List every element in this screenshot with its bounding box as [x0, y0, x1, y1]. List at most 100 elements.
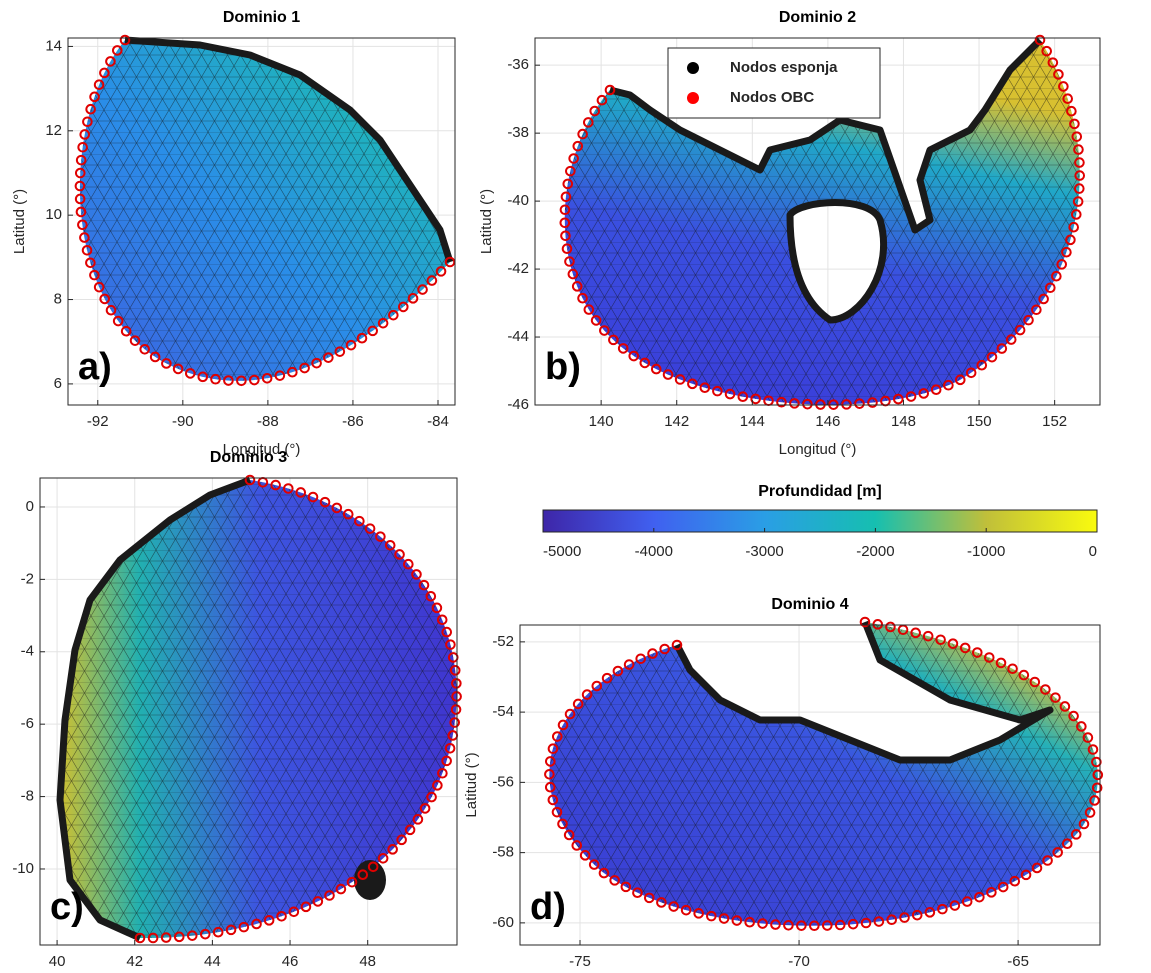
- obc-node: [706, 910, 717, 922]
- panel-label: a): [78, 346, 112, 388]
- obc-node: [1051, 270, 1062, 282]
- obc-node: [544, 769, 555, 780]
- x-tick-label: 42: [126, 953, 143, 970]
- obc-node: [841, 399, 852, 410]
- obc-node: [650, 363, 662, 375]
- obc-node: [79, 129, 91, 140]
- obc-node: [954, 374, 966, 386]
- obc-node: [99, 67, 110, 79]
- obc-node: [299, 362, 310, 374]
- obc-node: [149, 351, 161, 363]
- obc-node: [599, 325, 610, 336]
- obc-node: [431, 602, 443, 614]
- obc-node: [111, 45, 123, 56]
- obc-node: [1020, 869, 1032, 881]
- coastline: [673, 620, 1054, 764]
- axes-box: [534, 37, 1101, 406]
- panel-title: Dominio 4: [771, 596, 848, 613]
- obc-node: [75, 206, 87, 218]
- obc-node: [560, 230, 571, 242]
- y-tick-label: 10: [45, 206, 62, 223]
- x-tick-label: 44: [204, 953, 221, 970]
- obc-node: [249, 374, 260, 386]
- obc-node: [596, 94, 608, 106]
- obc-node: [450, 704, 462, 715]
- obc-node: [74, 180, 86, 192]
- obc-node: [796, 920, 807, 931]
- obc-node: [161, 358, 172, 369]
- obc-node: [1047, 57, 1059, 68]
- x-tick-label: -90: [172, 413, 194, 430]
- obc-node: [644, 892, 655, 904]
- obc-node: [396, 834, 407, 846]
- axes-box: [67, 37, 456, 406]
- y-tick-label: -6: [21, 715, 34, 732]
- obc-node: [403, 558, 414, 570]
- obc-node: [699, 382, 711, 394]
- obc-node: [79, 232, 90, 243]
- obc-node: [579, 850, 591, 861]
- obc-node: [859, 616, 871, 628]
- obc-node: [922, 630, 934, 642]
- obc-node: [1038, 293, 1049, 305]
- obc-node: [1018, 669, 1030, 681]
- obc-node: [1073, 183, 1085, 194]
- obc-node: [319, 496, 331, 508]
- obc-node: [129, 335, 141, 346]
- obc-node: [918, 388, 930, 399]
- obc-node: [418, 579, 430, 591]
- obc-node: [561, 243, 573, 255]
- obc-node: [1062, 93, 1074, 105]
- obc-node: [364, 523, 376, 534]
- x-tick-label: -65: [1007, 953, 1029, 970]
- obc-node: [588, 859, 600, 870]
- x-tick-label: 152: [1042, 413, 1067, 430]
- obc-node: [974, 891, 985, 903]
- obc-node: [1031, 304, 1042, 316]
- obc-node: [377, 853, 389, 864]
- obc-node: [635, 653, 647, 665]
- axes: Dominio 1 Longitud (°) Latitud (°) -92 -90 -8…: [11, 9, 1104, 970]
- obc-node: [77, 219, 88, 231]
- obc-node: [712, 385, 723, 397]
- obc-node: [789, 398, 800, 409]
- y-tick-label: -52: [492, 633, 514, 650]
- x-tick-label: 142: [664, 413, 689, 430]
- obc-node: [617, 343, 629, 354]
- obc-node: [601, 672, 613, 684]
- obc-node: [441, 755, 452, 767]
- obc-node: [544, 781, 556, 793]
- y-tick-label: -42: [507, 260, 529, 277]
- obc-node: [1052, 847, 1064, 858]
- colorbar: [542, 509, 1098, 533]
- obc-node: [997, 881, 1009, 893]
- obc-node: [436, 614, 448, 626]
- colorbar-tick-label: -5000: [543, 543, 581, 560]
- obc-node: [571, 840, 583, 851]
- obc-node: [961, 896, 973, 907]
- obc-node: [905, 391, 917, 402]
- y-tick-label: -36: [507, 56, 529, 73]
- colorbar-tick-label: -4000: [635, 543, 673, 560]
- obc-node: [986, 351, 998, 363]
- obc-node: [300, 901, 312, 913]
- obc-node: [647, 648, 658, 659]
- obc-node: [776, 396, 787, 408]
- obc-node: [1082, 732, 1094, 743]
- obc-node: [1061, 838, 1073, 850]
- coastline: [124, 36, 454, 264]
- obc-node: [74, 193, 86, 205]
- legend-label: Nodos esponja: [730, 59, 838, 76]
- obc-node: [274, 370, 286, 381]
- legend-label: Nodos OBC: [730, 89, 814, 106]
- obc-node: [821, 920, 833, 931]
- x-tick-label: -88: [257, 413, 279, 430]
- obc-node: [388, 309, 399, 321]
- obc-node: [659, 643, 670, 655]
- obc-node: [885, 621, 896, 633]
- obc-node: [397, 301, 409, 313]
- y-tick-label: -60: [492, 914, 514, 931]
- obc-node: [105, 304, 117, 316]
- obc-node: [119, 34, 131, 46]
- obc-node: [924, 907, 936, 918]
